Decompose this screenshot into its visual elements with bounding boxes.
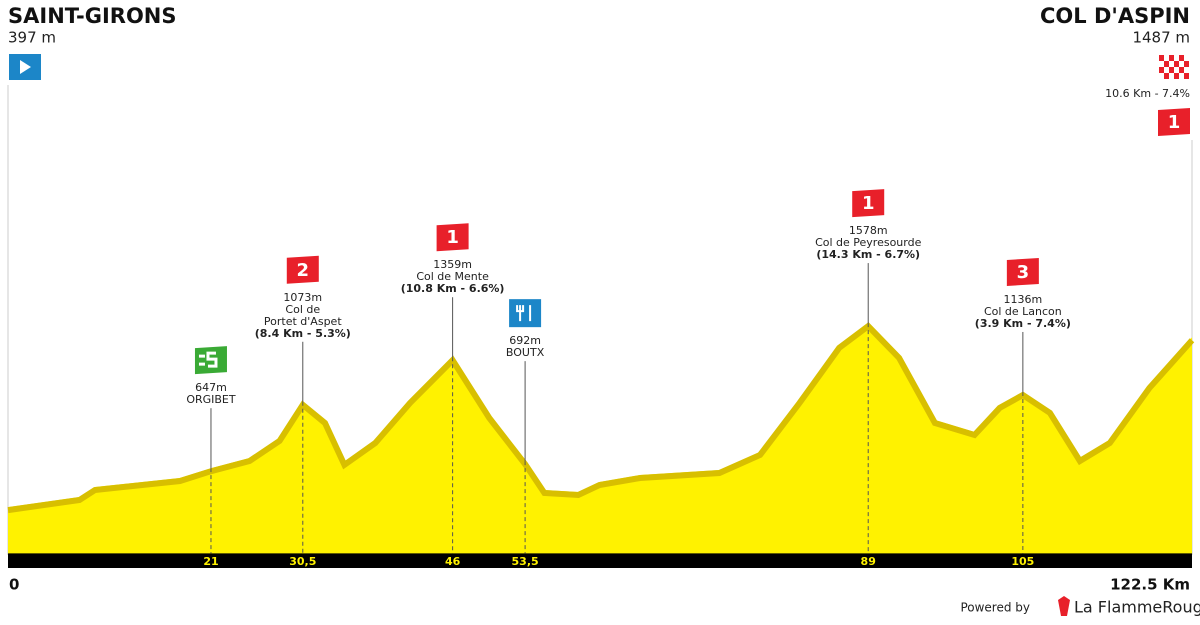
start-name: SAINT-GIRONS	[8, 4, 177, 28]
x-tick-label: 89	[861, 555, 876, 568]
x-tick-label: 53,5	[512, 555, 539, 568]
flag-cell	[1159, 67, 1164, 73]
profile-area	[8, 323, 1192, 554]
finish-altitude: 1487 m	[1132, 29, 1190, 47]
finish-icon	[1159, 55, 1189, 79]
x-tick-label: 46	[445, 555, 461, 568]
waypoint-label: 1136m	[1003, 293, 1042, 306]
waypoint-label: Col de Mente	[416, 270, 489, 283]
category-badge	[436, 223, 469, 252]
waypoint-label: BOUTX	[506, 346, 545, 359]
waypoint-label: 1578m	[849, 224, 888, 237]
flag-cell	[1169, 67, 1174, 73]
flag-cell	[1159, 55, 1164, 61]
start-icon	[9, 54, 41, 80]
x-end-label: 122.5 Km	[1110, 576, 1190, 594]
waypoint-label: 1359m	[433, 258, 472, 271]
waypoint-label: Portet d'Aspet	[264, 315, 342, 328]
sprint-icon	[194, 346, 227, 375]
sprint-symbol	[198, 351, 218, 368]
waypoint-label: (8.4 Km - 5.3%)	[255, 327, 351, 340]
flag-cell	[1174, 61, 1179, 67]
waypoint-label: (10.8 Km - 6.6%)	[401, 282, 505, 295]
finish-climb: 10.6 Km - 7.4%	[1105, 87, 1190, 100]
distance-bar	[8, 553, 1192, 568]
profile-edge	[7, 322, 1195, 514]
flag-cell	[1179, 67, 1184, 73]
flag-cell	[1159, 73, 1164, 79]
waypoint-label: Col de	[285, 303, 320, 316]
flag-cell	[1169, 73, 1174, 79]
waypoint-label: (3.9 Km - 7.4%)	[975, 317, 1071, 330]
category-icon: 1	[852, 189, 885, 218]
waypoint-label: 692m	[509, 334, 541, 347]
flag-cell	[1184, 61, 1189, 67]
category-icon: 2	[286, 255, 319, 284]
brand-name: La FlammeRouge	[1074, 598, 1200, 617]
flag-cell	[1179, 55, 1184, 61]
waypoint-label: 647m	[195, 381, 227, 394]
flag-cell	[1164, 61, 1169, 67]
category-number: 1	[862, 193, 875, 214]
category-number: 3	[1017, 262, 1030, 283]
x-tick-label: 21	[203, 555, 218, 568]
category-badge	[1158, 108, 1190, 136]
flag-cell	[1174, 73, 1179, 79]
flag-cell	[1164, 67, 1169, 73]
powered-by: Powered by	[960, 601, 1030, 615]
brand-logo	[1058, 596, 1070, 616]
x-tick-label: 30,5	[289, 555, 316, 568]
waypoint-label: Col de Lancon	[984, 305, 1062, 318]
flag-cell	[1169, 55, 1174, 61]
flag-cell	[1174, 67, 1179, 73]
flag-cell	[1164, 55, 1169, 61]
flag-cell	[1159, 61, 1164, 67]
category-icon: 1	[436, 223, 469, 252]
category-badge	[852, 189, 885, 218]
category-icon: 3	[1006, 257, 1039, 286]
flag-cell	[1179, 73, 1184, 79]
category-number: 2	[297, 260, 310, 281]
finish-name: COL D'ASPIN	[1040, 4, 1190, 28]
finish-category: 1	[1158, 108, 1190, 136]
waypoint-label: ORGIBET	[186, 393, 236, 406]
start-altitude: 397 m	[8, 29, 56, 47]
x-tick-label: 105	[1011, 555, 1034, 568]
category-badge	[286, 255, 319, 284]
x-start-label: 0	[9, 576, 19, 594]
flag-cell	[1179, 61, 1184, 67]
waypoint-label: 1073m	[283, 291, 322, 304]
feed-badge	[509, 299, 542, 328]
category-number: 1	[446, 227, 459, 248]
flag-cell	[1184, 67, 1189, 73]
flag-cell	[1169, 61, 1174, 67]
flag-cell	[1174, 55, 1179, 61]
waypoint-label: Col de Peyresourde	[815, 236, 922, 249]
flag-cell	[1184, 73, 1189, 79]
flag-cell	[1164, 73, 1169, 79]
category-badge	[1006, 257, 1039, 286]
feed-icon	[509, 299, 542, 328]
feed-symbol	[516, 305, 532, 322]
waypoint-label: (14.3 Km - 6.7%)	[816, 248, 920, 261]
flag-cell	[1184, 55, 1189, 61]
category-number: 1	[1168, 112, 1181, 133]
